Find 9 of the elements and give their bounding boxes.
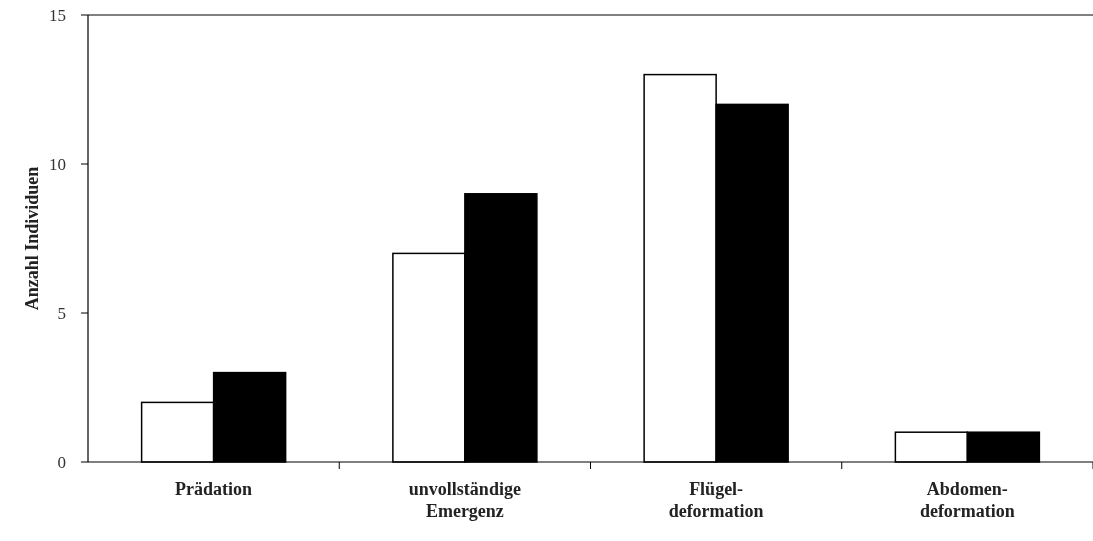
y-axis-title: Anzahl Individuen [22, 166, 42, 311]
x-tick-label: Flügel-deformation [668, 479, 764, 521]
x-tick-label: Abdomen-deformation [919, 479, 1015, 521]
x-tick-label: unvollständige Emergenz [408, 479, 521, 521]
y-tick-label: 15 [49, 5, 66, 25]
y-tick-label: 0 [57, 452, 66, 472]
x-tick-label: Prädation [175, 479, 253, 499]
y-tick-label: 5 [57, 303, 66, 323]
y-tick-label: 10 [49, 154, 66, 174]
